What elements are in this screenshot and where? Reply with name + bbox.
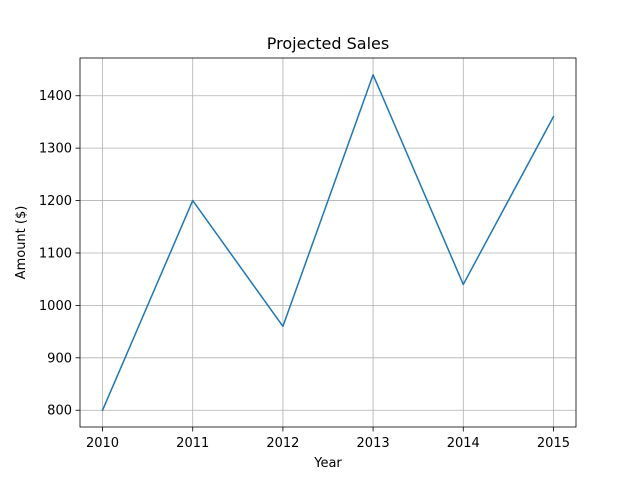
y-tick-label: 1000	[39, 299, 72, 314]
x-tick-label: 2010	[86, 436, 119, 451]
y-axis-label: Amount ($)	[14, 206, 29, 280]
chart-title: Projected Sales	[267, 34, 389, 53]
tick-layer: 2010 2011 2012 2013 2014 2015 800 900 1000 1100 12…	[39, 89, 570, 451]
y-tick-label: 1400	[39, 89, 72, 104]
y-tick-label: 1300	[39, 142, 72, 157]
series-layer	[101, 74, 555, 412]
series-line	[101, 74, 555, 412]
x-axis-label: Year	[313, 456, 342, 471]
y-tick-label: 1200	[39, 194, 72, 209]
x-tick-label: 2011	[176, 436, 209, 451]
x-tick-label: 2014	[447, 436, 480, 451]
x-tick-label: 2012	[266, 436, 299, 451]
x-tick-label: 2013	[357, 436, 390, 451]
y-tick-label: 1100	[39, 246, 72, 261]
y-tick-label: 900	[47, 351, 72, 366]
plot-frame	[79, 57, 577, 428]
x-tick-label: 2015	[537, 436, 570, 451]
y-tick-label: 800	[47, 404, 72, 419]
grid-layer	[80, 58, 576, 427]
